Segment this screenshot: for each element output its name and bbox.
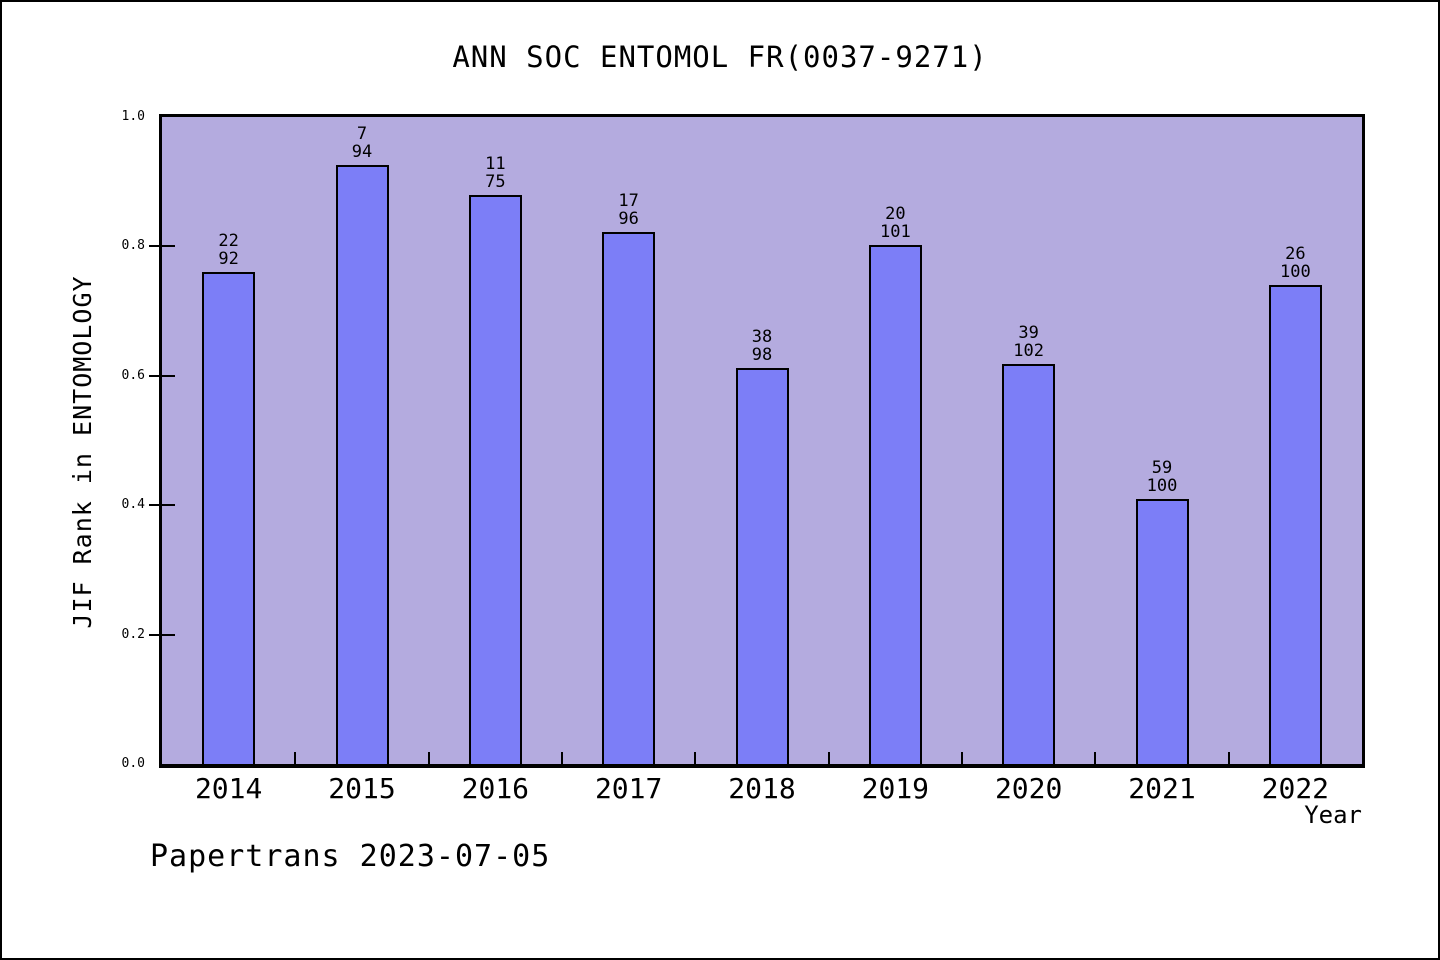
x-axis-label: Year (1304, 801, 1362, 829)
bar-rank-value: 26 (1285, 243, 1306, 264)
x-axis-category-label: 2022 (1261, 772, 1330, 805)
bar-rank-value: 38 (751, 326, 773, 347)
x-axis-category-label: 2019 (861, 772, 930, 805)
x-axis-category-label: 2021 (1128, 772, 1196, 805)
y-axis-tick (149, 245, 175, 248)
y-axis-tick-label: 1.0 (121, 109, 145, 124)
x-axis-category-label: 2017 (594, 772, 663, 805)
bar-2022 (1268, 285, 1322, 764)
y-axis-tick (149, 374, 175, 377)
x-axis-category-label: 2015 (328, 772, 396, 805)
y-axis-tick-label: 0.2 (121, 626, 145, 642)
bar-2017 (602, 232, 656, 764)
x-axis-tick (294, 752, 297, 764)
bar-total-value: 96 (618, 209, 639, 230)
bar-value-label: 20 101 (879, 203, 911, 243)
y-axis-tick-label: 0.6 (121, 367, 145, 383)
x-axis-category-label: 2014 (194, 772, 263, 805)
bar-total-value: 92 (218, 249, 239, 270)
x-axis-category-label: 2016 (461, 772, 530, 805)
x-axis-category-label: 2020 (994, 772, 1063, 805)
bar-value-label: 17 96 (618, 190, 639, 230)
bar-rank-value: 11 (485, 153, 506, 174)
x-axis-tick (1227, 752, 1230, 764)
x-axis-tick (827, 752, 830, 764)
x-axis-tick (1094, 752, 1097, 764)
bar-total-value: 100 (1146, 476, 1178, 497)
bar-2018 (735, 368, 789, 764)
chart-title: ANN SOC ENTOMOL FR(0037-9271) (452, 40, 988, 74)
x-axis-tick (561, 752, 563, 764)
bar-value-label: 39 102 (1013, 322, 1045, 362)
footer-watermark: Papertrans 2023-07-05 (150, 839, 551, 874)
y-axis-tick-label: 0.0 (121, 756, 145, 771)
bar-rank-value: 39 (1018, 322, 1039, 343)
bar-rank-value: 20 (885, 203, 906, 224)
bar-rank-value: 7 (356, 123, 368, 144)
bar-total-value: 102 (1013, 341, 1045, 362)
bar-value-label: 22 92 (218, 230, 239, 270)
y-axis-tick-label: 0.4 (121, 497, 145, 513)
bar-rank-value: 22 (218, 230, 239, 251)
bar-2020 (1002, 364, 1056, 764)
bar-value-label: 26 100 (1279, 243, 1311, 283)
bar-2019 (868, 245, 922, 764)
bar-value-label: 11 75 (485, 153, 506, 193)
bar-total-value: 98 (751, 345, 773, 366)
y-axis-tick (149, 504, 175, 507)
bar-2021 (1135, 499, 1189, 764)
bar-value-label: 59 100 (1146, 457, 1178, 497)
bar-value-label: 7 94 (351, 123, 373, 163)
bar-2015 (335, 165, 389, 764)
bar-total-value: 94 (351, 142, 373, 163)
y-axis-tick (149, 633, 175, 636)
x-axis-tick (694, 752, 697, 764)
bar-total-value: 100 (1279, 262, 1311, 283)
x-axis-category-label: 2018 (728, 772, 796, 805)
bar-rank-value: 17 (618, 190, 639, 211)
plot-area: 22 92 7 94 11 75 17 96 38 98 20 101 39 102 59 100 26 100 (159, 114, 1365, 768)
x-axis-tick (427, 752, 430, 764)
x-axis-tick (961, 752, 963, 764)
bar-2016 (468, 195, 522, 764)
bar-rank-value: 59 (1151, 457, 1173, 478)
bar-2014 (202, 272, 256, 764)
bar-total-value: 75 (485, 172, 506, 193)
y-axis-tick-label: 0.8 (121, 238, 145, 254)
bar-value-label: 38 98 (751, 326, 773, 366)
bar-total-value: 101 (879, 222, 911, 243)
